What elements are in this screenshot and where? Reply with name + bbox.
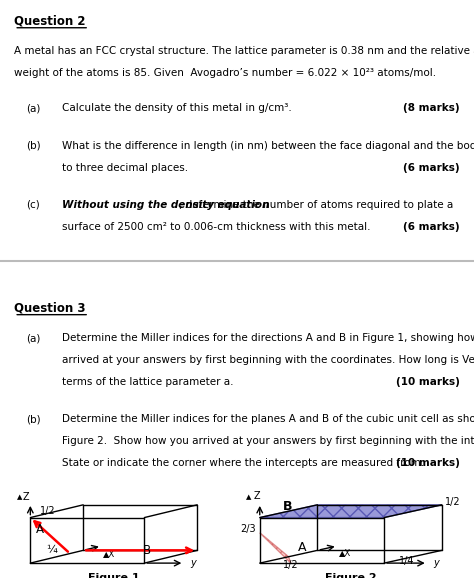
Text: (b): (b) bbox=[26, 414, 41, 424]
Text: (a): (a) bbox=[26, 333, 40, 343]
Text: Figure 2.  Show how you arrived at your answers by first beginning with the inte: Figure 2. Show how you arrived at your a… bbox=[62, 436, 474, 446]
Text: 1/4: 1/4 bbox=[399, 556, 414, 566]
Text: (10 marks): (10 marks) bbox=[396, 377, 460, 387]
Text: 1/2: 1/2 bbox=[283, 560, 299, 570]
Polygon shape bbox=[260, 533, 291, 563]
Text: y: y bbox=[434, 558, 439, 568]
Text: terms of the lattice parameter a.: terms of the lattice parameter a. bbox=[62, 377, 233, 387]
Text: Determine the Miller indices for the planes A and B of the cubic unit cell as sh: Determine the Miller indices for the pla… bbox=[62, 414, 474, 424]
Text: , determine the number of atoms required to plate a: , determine the number of atoms required… bbox=[179, 200, 454, 210]
Text: Z: Z bbox=[23, 492, 29, 502]
Text: ¼: ¼ bbox=[46, 545, 57, 555]
Text: y: y bbox=[190, 558, 196, 568]
Text: A: A bbox=[298, 541, 306, 554]
Text: arrived at your answers by first beginning with the coordinates. How long is Vec: arrived at your answers by first beginni… bbox=[62, 355, 474, 365]
Text: (a): (a) bbox=[26, 103, 40, 113]
Text: Figure 2: Figure 2 bbox=[325, 573, 376, 578]
Text: Calculate the density of this metal in g/cm³.: Calculate the density of this metal in g… bbox=[62, 103, 292, 113]
Text: 1/2: 1/2 bbox=[40, 506, 55, 516]
Text: surface of 2500 cm² to 0.006-cm thickness with this metal.: surface of 2500 cm² to 0.006-cm thicknes… bbox=[62, 222, 370, 232]
Text: (c): (c) bbox=[26, 200, 40, 210]
Text: Without using the density equation: Without using the density equation bbox=[62, 200, 269, 210]
Text: Z: Z bbox=[254, 491, 260, 501]
Text: State or indicate the corner where the intercepts are measured from.: State or indicate the corner where the i… bbox=[62, 458, 424, 468]
Text: (b): (b) bbox=[26, 140, 41, 151]
Text: ▲: ▲ bbox=[246, 494, 252, 501]
Text: to three decimal places.: to three decimal places. bbox=[62, 162, 188, 173]
Polygon shape bbox=[260, 505, 442, 517]
Text: A: A bbox=[36, 523, 44, 536]
Text: Question 3: Question 3 bbox=[14, 301, 86, 314]
Text: 1/2: 1/2 bbox=[445, 497, 460, 507]
Text: (6 marks): (6 marks) bbox=[403, 162, 460, 173]
Text: ▲: ▲ bbox=[17, 494, 22, 501]
Text: Question 2: Question 2 bbox=[14, 14, 86, 27]
Text: What is the difference in length (in nm) between the face diagonal and the body : What is the difference in length (in nm)… bbox=[62, 140, 474, 151]
Text: A metal has an FCC crystal structure. The lattice parameter is 0.38 nm and the r: A metal has an FCC crystal structure. Th… bbox=[14, 46, 474, 56]
Text: ▲X: ▲X bbox=[339, 548, 351, 557]
Text: 2/3: 2/3 bbox=[240, 524, 255, 534]
Text: (8 marks): (8 marks) bbox=[403, 103, 460, 113]
Text: (10 marks): (10 marks) bbox=[396, 458, 460, 468]
Text: (6 marks): (6 marks) bbox=[403, 222, 460, 232]
Text: weight of the atoms is 85. Given  Avogadro’s number = 6.022 × 10²³ atoms/mol.: weight of the atoms is 85. Given Avogadr… bbox=[14, 68, 437, 78]
Text: B: B bbox=[283, 500, 292, 513]
Text: Determine the Miller indices for the directions A and B in Figure 1, showing how: Determine the Miller indices for the dir… bbox=[62, 333, 474, 343]
Text: Figure 1: Figure 1 bbox=[88, 573, 139, 578]
Text: B: B bbox=[143, 544, 151, 557]
Text: ▲X: ▲X bbox=[103, 549, 115, 558]
